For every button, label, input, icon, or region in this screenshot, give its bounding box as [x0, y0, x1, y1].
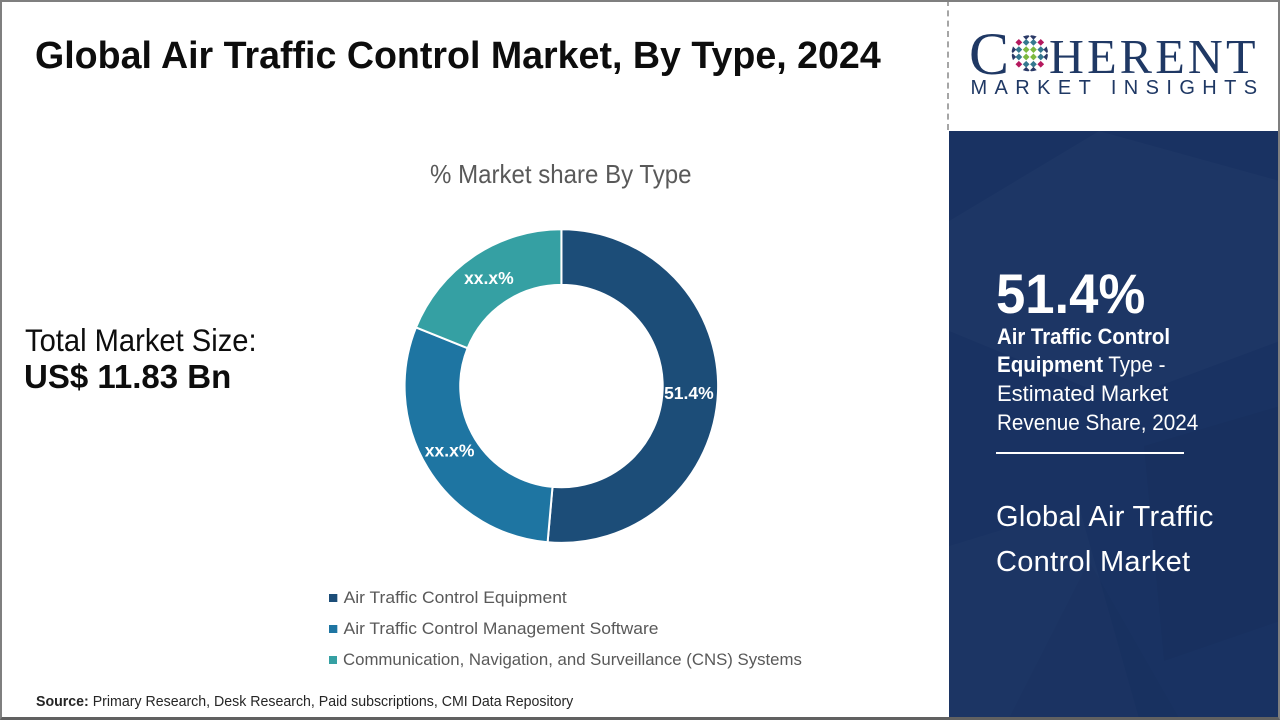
svg-text:C: C	[969, 21, 1009, 87]
svg-text:HERENT: HERENT	[1049, 31, 1259, 84]
svg-text:MARKET INSIGHTS: MARKET INSIGHTS	[971, 77, 1265, 99]
svg-text:xx.x%: xx.x%	[464, 268, 514, 288]
svg-text:xx.x%: xx.x%	[425, 441, 475, 461]
svg-text:51.4%: 51.4%	[664, 383, 714, 403]
